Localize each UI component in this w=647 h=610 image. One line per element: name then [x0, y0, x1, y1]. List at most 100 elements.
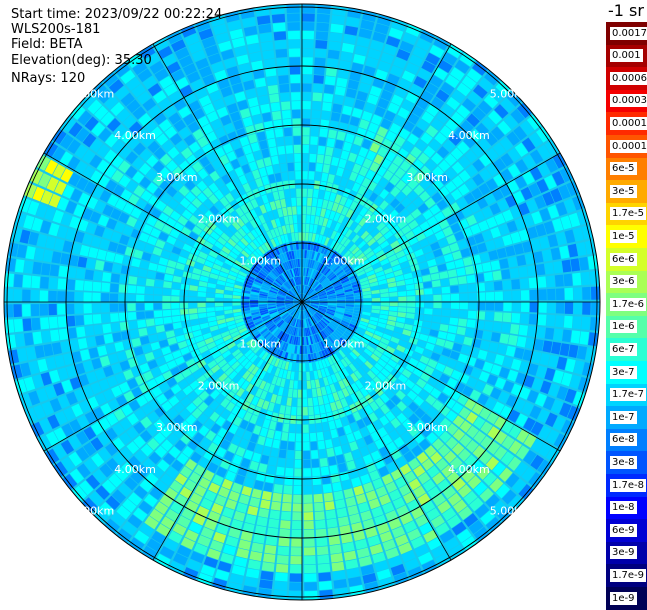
range-gate-cell — [476, 311, 485, 320]
range-gate-cell — [573, 287, 582, 300]
colorbar-tick-label: 3e-5 — [610, 185, 637, 198]
range-gate-cell — [562, 260, 572, 273]
range-gate-cell — [276, 58, 287, 67]
range-gate-cell — [136, 311, 145, 319]
range-gate-cell — [555, 275, 564, 287]
range-gate-cell — [441, 279, 450, 286]
range-gate-cell — [302, 363, 305, 371]
range-gate-cell — [309, 154, 316, 163]
colorbar-tick-label: 1e-6 — [610, 320, 637, 333]
range-gate-cell — [433, 309, 442, 316]
range-gate-cell — [495, 291, 503, 300]
range-gate-cell — [328, 50, 340, 60]
range-gate-cell — [285, 468, 293, 477]
range-gate-cell — [304, 503, 313, 511]
range-gate-cell — [312, 110, 321, 119]
range-gate-cell — [450, 286, 459, 293]
colorbar-tick-label: 1e-8 — [610, 501, 637, 514]
range-gate-cell — [291, 92, 300, 100]
range-gate-cell — [189, 297, 197, 302]
range-gate-cell — [279, 529, 290, 538]
range-ring-label: 5.00km — [490, 87, 532, 100]
range-gate-cell — [284, 476, 293, 485]
range-ring-label: 3.00km — [406, 171, 448, 184]
range-gate-cell — [85, 326, 94, 337]
range-gate-cell — [289, 582, 302, 590]
range-gate-cell — [189, 308, 198, 314]
range-gate-cell — [22, 304, 31, 317]
range-gate-cell — [520, 313, 529, 324]
range-gate-cell — [66, 292, 74, 303]
range-ring-label: 2.00km — [365, 379, 407, 392]
range-gate-cell — [327, 518, 338, 527]
colorbar-tick-label: 1.7e-5 — [610, 207, 646, 220]
range-gate-cell — [562, 329, 572, 342]
range-gate-cell — [262, 112, 272, 122]
range-gate-cell — [304, 521, 314, 529]
range-gate-cell — [316, 537, 327, 546]
range-gate-cell — [302, 13, 315, 21]
range-gate-cell — [311, 128, 319, 137]
range-gate-cell — [110, 313, 119, 322]
instrument-label: WLS200s-181 — [11, 23, 100, 36]
range-gate-cell — [529, 314, 538, 325]
range-gate-cell — [484, 272, 493, 281]
range-gate-cell — [31, 290, 39, 302]
range-gate-cell — [433, 295, 441, 301]
range-gate-cell — [289, 591, 302, 599]
range-gate-cell — [302, 31, 314, 39]
range-gate-cell — [317, 5, 331, 14]
range-gate-cell — [503, 313, 512, 323]
range-gate-cell — [511, 313, 520, 323]
range-gate-cell — [40, 317, 49, 329]
range-gate-cell — [425, 302, 433, 308]
range-gate-cell — [66, 304, 74, 315]
range-gate-cell — [293, 389, 298, 397]
range-gate-cell — [291, 547, 302, 555]
range-gate-cell — [316, 163, 323, 172]
range-gate-cell — [76, 327, 85, 338]
range-gate-cell — [433, 302, 441, 308]
range-gate-cell — [288, 31, 300, 40]
range-gate-cell — [95, 335, 105, 346]
range-gate-cell — [302, 162, 308, 170]
range-gate-cell — [449, 277, 458, 285]
range-gate-cell — [197, 297, 205, 302]
range-gate-cell — [508, 335, 518, 346]
range-gate-cell — [50, 264, 60, 276]
range-gate-cell — [24, 260, 34, 273]
range-gate-cell — [291, 83, 301, 91]
range-gate-cell — [316, 529, 327, 538]
range-gate-cell — [318, 146, 326, 155]
range-gate-cell — [280, 163, 287, 172]
range-gate-cell — [319, 581, 332, 590]
range-gate-cell — [332, 103, 342, 113]
range-gate-cell — [425, 295, 433, 301]
range-gate-cell — [307, 198, 312, 206]
range-gate-cell — [276, 564, 288, 573]
range-gate-cell — [278, 75, 289, 84]
range-gate-cell — [330, 544, 342, 554]
range-gate-cell — [75, 280, 84, 291]
range-gate-cell — [492, 271, 501, 281]
range-gate-cell — [66, 316, 75, 327]
range-gate-cell — [303, 425, 309, 433]
range-gate-cell — [302, 189, 307, 197]
range-gate-cell — [58, 278, 67, 289]
range-ring-label: 1.00km — [240, 338, 282, 351]
range-gate-cell — [171, 303, 179, 309]
range-gate-cell — [288, 40, 300, 49]
range-gate-cell — [312, 101, 321, 110]
range-gate-cell — [145, 311, 154, 318]
range-gate-cell — [189, 303, 197, 308]
range-gate-cell — [49, 317, 58, 329]
range-gate-cell — [154, 295, 162, 302]
range-gate-cell — [491, 260, 501, 270]
range-gate-cell — [451, 302, 459, 309]
range-gate-cell — [262, 562, 275, 572]
range-gate-cell — [291, 538, 302, 546]
range-gate-cell — [258, 508, 269, 518]
range-gate-cell — [262, 491, 272, 501]
range-gate-cell — [154, 310, 163, 317]
range-gate-cell — [363, 298, 371, 301]
